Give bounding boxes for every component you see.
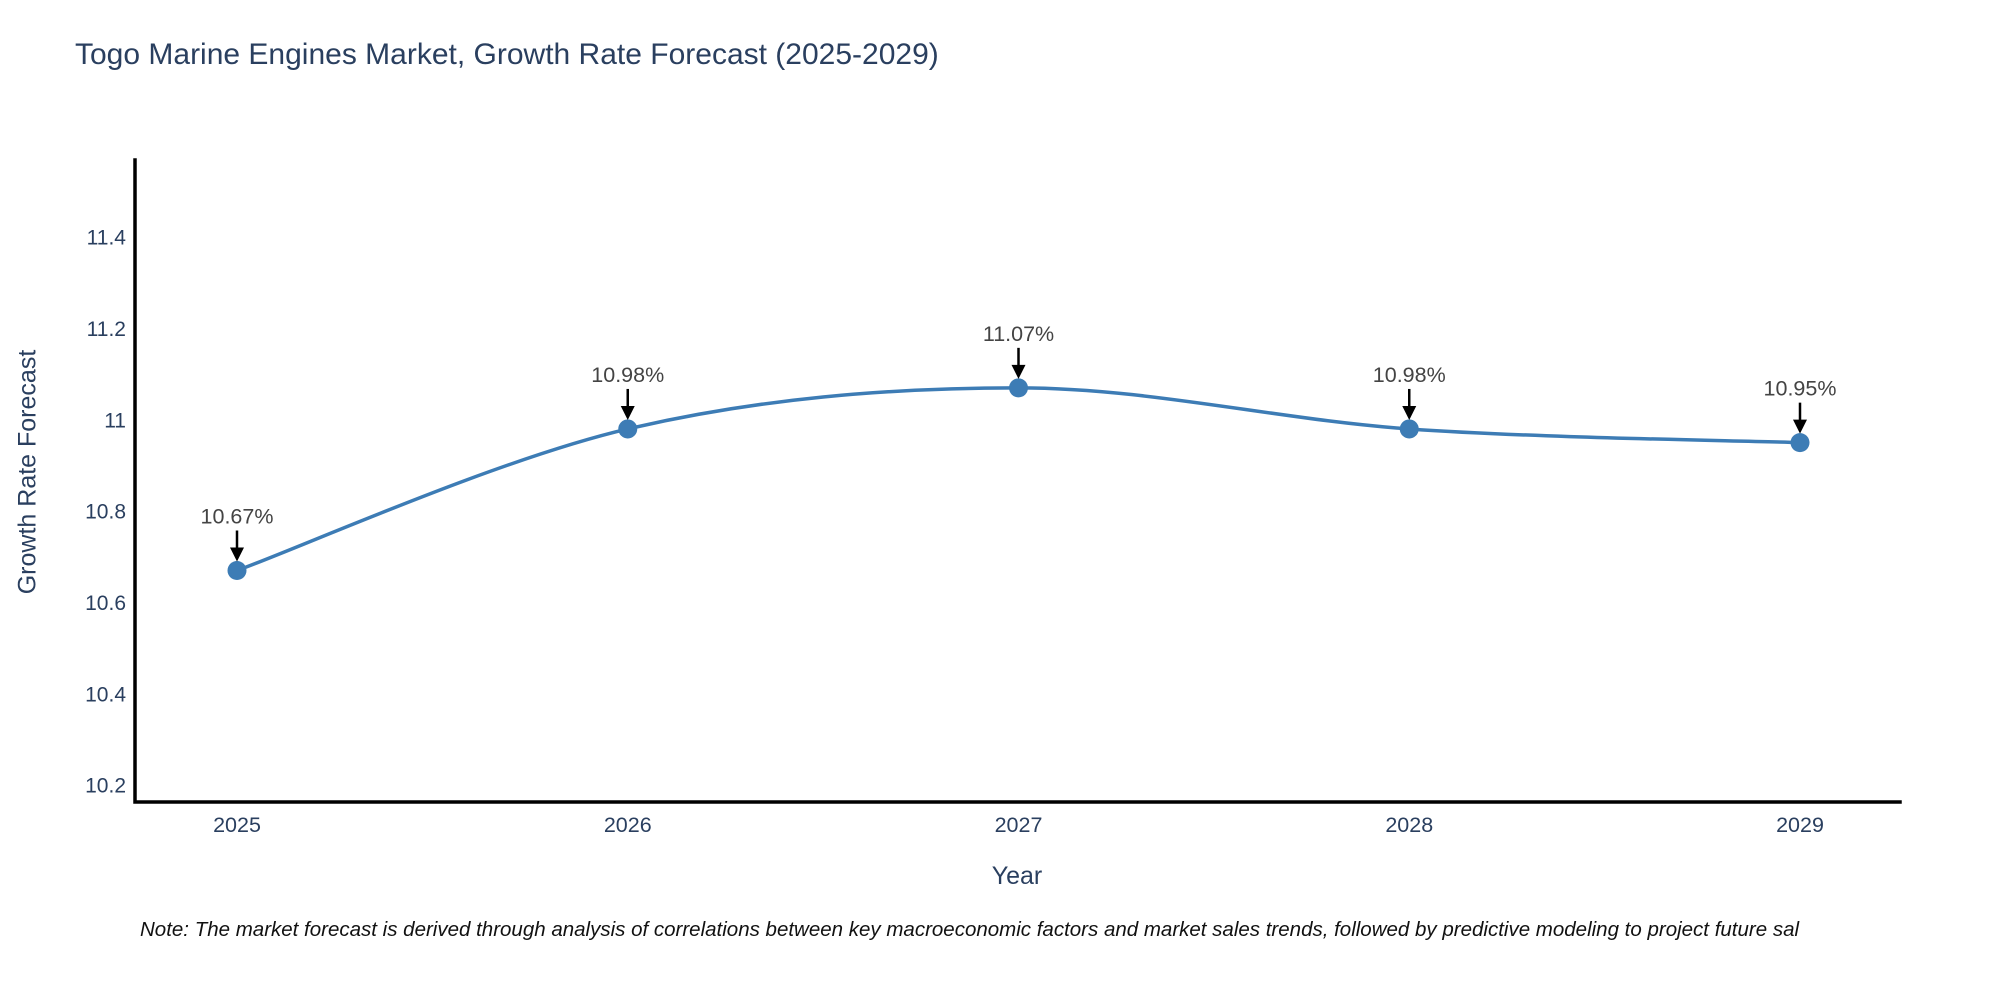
data-point-marker: [1790, 433, 1810, 453]
data-point-marker: [1399, 419, 1419, 439]
x-tick-label: 2026: [604, 813, 652, 837]
axis-line: [133, 158, 1902, 804]
trend-line: [236, 386, 1801, 573]
x-axis-title: Year: [991, 862, 1043, 890]
annotation-arrowhead: [1793, 419, 1807, 434]
y-tick-label: 10.6: [85, 592, 126, 615]
annotation-label: 11.07%: [983, 322, 1054, 346]
annotation-label: 10.95%: [1764, 377, 1837, 401]
x-tick-label: 2027: [995, 813, 1043, 837]
y-tick-label: 10.8: [85, 501, 126, 524]
x-tick-label: 2028: [1385, 813, 1433, 837]
chart-note: Note: The market forecast is derived thr…: [140, 918, 1800, 941]
x-tick-label: 2025: [213, 813, 261, 837]
annotation-label: 10.98%: [1373, 363, 1446, 387]
y-tick-label: 11: [104, 409, 126, 432]
annotation-label: 10.98%: [591, 363, 664, 387]
annotation-arrowhead: [230, 547, 244, 562]
x-tick-label: 2029: [1776, 813, 1824, 837]
y-tick-label: 10.4: [85, 683, 126, 706]
data-point-marker: [1009, 378, 1028, 398]
data-point-marker: [227, 560, 247, 580]
annotation-arrowhead: [1402, 405, 1417, 420]
y-axis-title: Growth Rate Forecast: [13, 349, 42, 595]
annotation-label: 10.67%: [201, 504, 274, 528]
annotation-arrowhead: [1011, 364, 1026, 379]
y-tick-label: 11.4: [87, 227, 127, 250]
chart-title: Togo Marine Engines Market, Growth Rate …: [75, 38, 939, 71]
y-tick-label: 10.2: [85, 775, 126, 798]
annotation-arrowhead: [620, 405, 635, 420]
data-point-marker: [618, 419, 638, 439]
y-tick-label: 11.2: [87, 318, 126, 341]
